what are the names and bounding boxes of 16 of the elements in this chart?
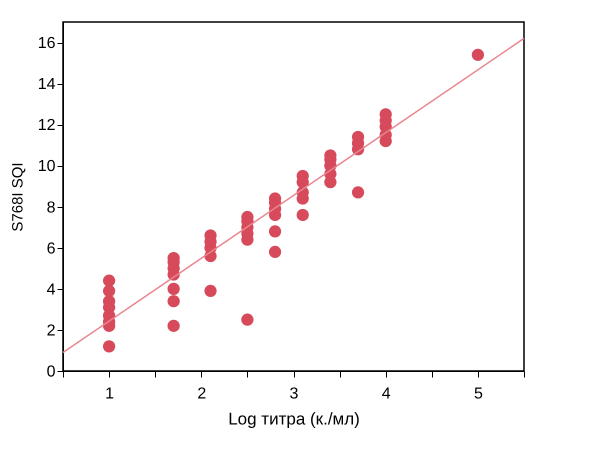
y-tick-label: 2 <box>46 322 56 340</box>
y-tick-label: 4 <box>46 281 56 298</box>
x-axis-title: Log титра (к./мл) <box>228 410 360 428</box>
y-tick-label: 6 <box>46 240 56 258</box>
x-tick-label: 4 <box>382 386 391 402</box>
x-tick-label: 2 <box>197 386 206 402</box>
y-tick-label: 12 <box>38 117 56 134</box>
y-tick-label: 16 <box>38 35 56 52</box>
y-tick-label: 10 <box>38 158 56 176</box>
x-tick-label: 3 <box>290 386 299 402</box>
x-tick-label: 1 <box>105 386 114 402</box>
y-tick-label: 0 <box>46 364 56 380</box>
y-axis-title: S768I SQI <box>10 162 27 232</box>
y-tick-label: 14 <box>38 76 56 94</box>
y-tick-label: 8 <box>46 199 56 216</box>
x-tick-label: 5 <box>474 386 483 402</box>
